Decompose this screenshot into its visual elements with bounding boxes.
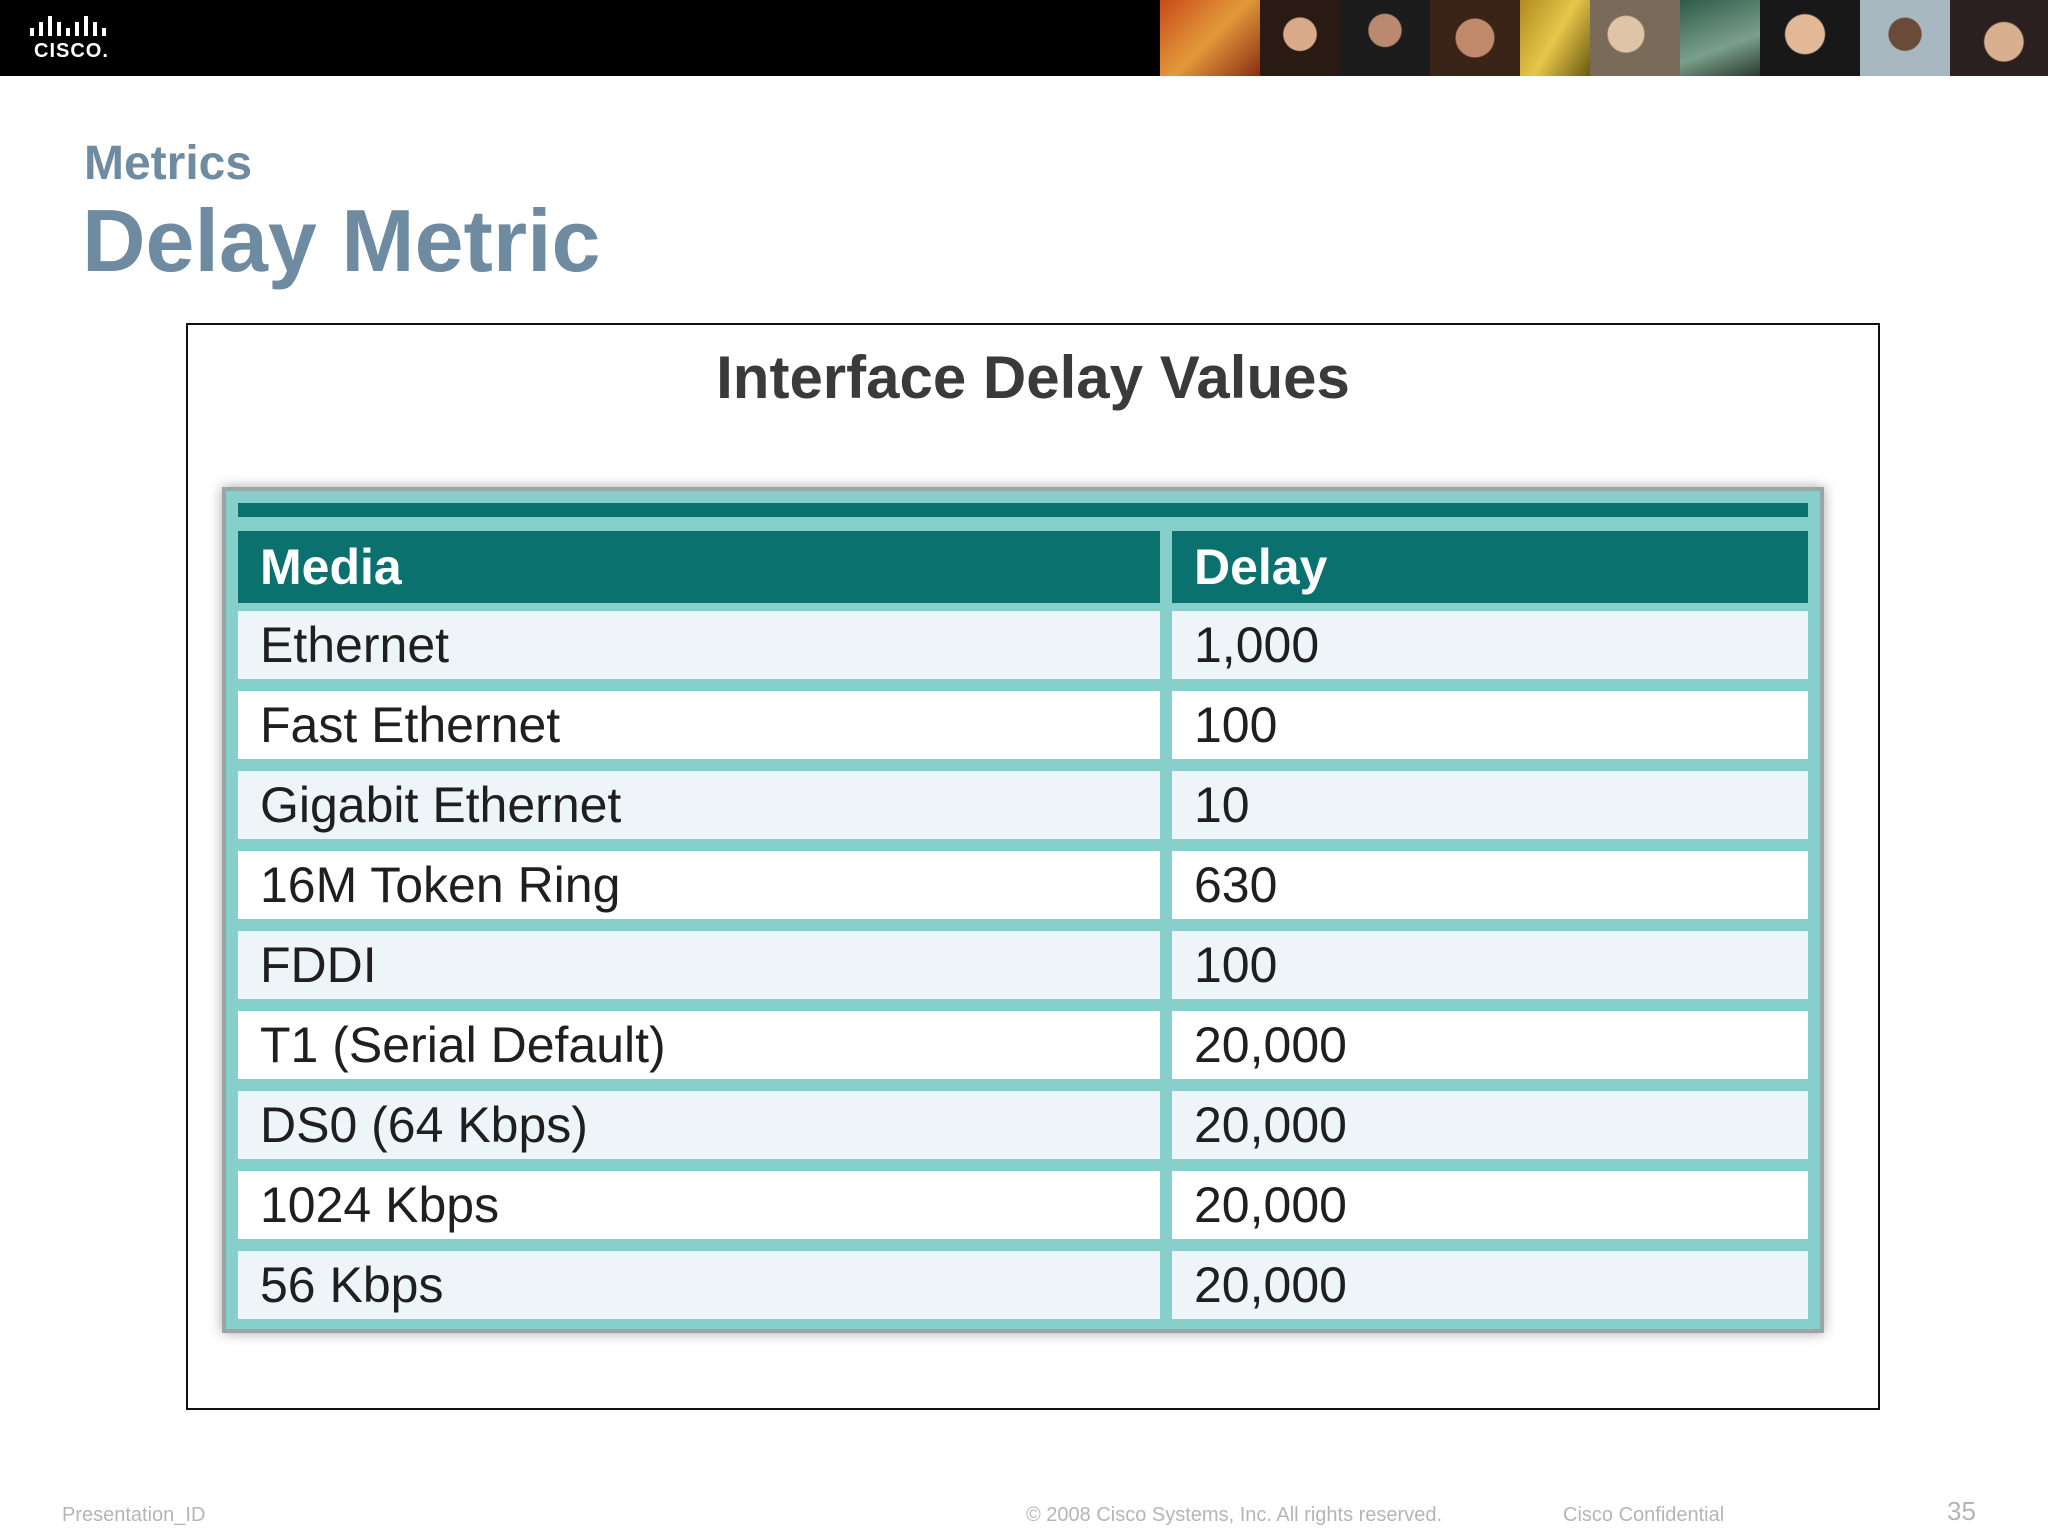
photo-strip [1160, 0, 2048, 76]
slide-title: Delay Metric [82, 191, 601, 290]
table-row: Gigabit Ethernet 10 [238, 771, 1808, 839]
table-row: Ethernet 1,000 [238, 611, 1808, 679]
delay-cell: 100 [1172, 931, 1808, 999]
delay-cell: 1,000 [1172, 611, 1808, 679]
media-cell: T1 (Serial Default) [238, 1011, 1160, 1079]
page-number: 35 [1947, 1496, 1976, 1526]
photo-tile [1760, 0, 1860, 76]
media-cell: Gigabit Ethernet [238, 771, 1160, 839]
table-row: Fast Ethernet 100 [238, 691, 1808, 759]
delay-cell: 20,000 [1172, 1251, 1808, 1319]
cisco-bars-icon [30, 16, 106, 36]
media-cell: 1024 Kbps [238, 1171, 1160, 1239]
table-row: 16M Token Ring 630 [238, 851, 1808, 919]
media-cell: 16M Token Ring [238, 851, 1160, 919]
delay-cell: 20,000 [1172, 1171, 1808, 1239]
delay-cell: 20,000 [1172, 1011, 1808, 1079]
cisco-wordmark: CISCO. [34, 40, 109, 62]
figure-title: Interface Delay Values [716, 344, 1350, 411]
media-cell: Ethernet [238, 611, 1160, 679]
photo-tile [1950, 0, 2048, 76]
table-row: T1 (Serial Default) 20,000 [238, 1011, 1808, 1079]
media-cell: FDDI [238, 931, 1160, 999]
photo-tile [1520, 0, 1590, 76]
table-body: Ethernet 1,000 Fast Ethernet 100 Gigabit… [238, 611, 1808, 1331]
photo-tile [1680, 0, 1760, 76]
delay-table: Media Delay Ethernet 1,000 Fast Ethernet… [222, 487, 1824, 1333]
photo-tile [1860, 0, 1950, 76]
figure-frame: Interface Delay Values Media Delay Ether… [186, 323, 1880, 1410]
header-delay: Delay [1172, 531, 1808, 603]
delay-cell: 20,000 [1172, 1091, 1808, 1159]
footer-confidential: Cisco Confidential [1563, 1504, 1725, 1526]
media-cell: DS0 (64 Kbps) [238, 1091, 1160, 1159]
table-row: 56 Kbps 20,000 [238, 1251, 1808, 1319]
photo-tile [1590, 0, 1680, 76]
header-media: Media [238, 531, 1160, 603]
delay-cell: 100 [1172, 691, 1808, 759]
slide-subtitle: Metrics [84, 137, 253, 190]
footer-presentation-id: Presentation_ID [62, 1504, 206, 1526]
table-row: DS0 (64 Kbps) 20,000 [238, 1091, 1808, 1159]
media-cell: Fast Ethernet [238, 691, 1160, 759]
footer-copyright: © 2008 Cisco Systems, Inc. All rights re… [1026, 1504, 1443, 1526]
photo-tile [1340, 0, 1430, 76]
table-top-stripe [238, 503, 1808, 517]
delay-cell: 10 [1172, 771, 1808, 839]
top-banner: CISCO. [0, 0, 2048, 76]
cisco-logo: CISCO. [28, 14, 118, 64]
photo-tile [1160, 0, 1260, 76]
photo-tile [1260, 0, 1340, 76]
media-cell: 56 Kbps [238, 1251, 1160, 1319]
photo-tile [1430, 0, 1520, 76]
table-row: 1024 Kbps 20,000 [238, 1171, 1808, 1239]
table-header-row: Media Delay [238, 531, 1808, 603]
table-row: FDDI 100 [238, 931, 1808, 999]
delay-cell: 630 [1172, 851, 1808, 919]
